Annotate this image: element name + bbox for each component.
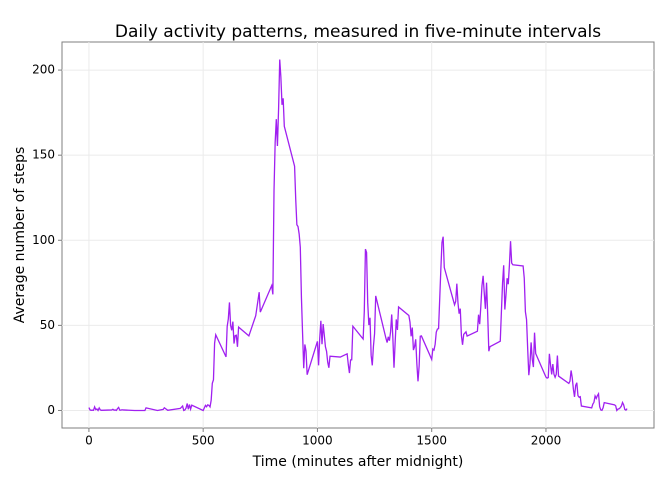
x-tick-label: 1000: [302, 434, 333, 448]
y-axis-label: Average number of steps: [12, 147, 28, 324]
chart-title: Daily activity patterns, measured in fiv…: [115, 22, 601, 42]
line: [88, 59, 628, 412]
y-tick-label: 0: [47, 403, 55, 417]
y-tick-label: 150: [32, 148, 55, 162]
x-tick-label: 1500: [416, 434, 447, 448]
y-tick-label: 200: [32, 63, 55, 77]
y-tick-label: 50: [40, 318, 55, 332]
panel: [61, 41, 655, 429]
x-tick-label: 500: [192, 434, 215, 448]
x-tick-label: 2000: [531, 434, 562, 448]
x-tick-label: 0: [85, 434, 93, 448]
x-axis-label: Time (minutes after midnight): [252, 454, 464, 470]
y-tick-label: 100: [32, 233, 55, 247]
